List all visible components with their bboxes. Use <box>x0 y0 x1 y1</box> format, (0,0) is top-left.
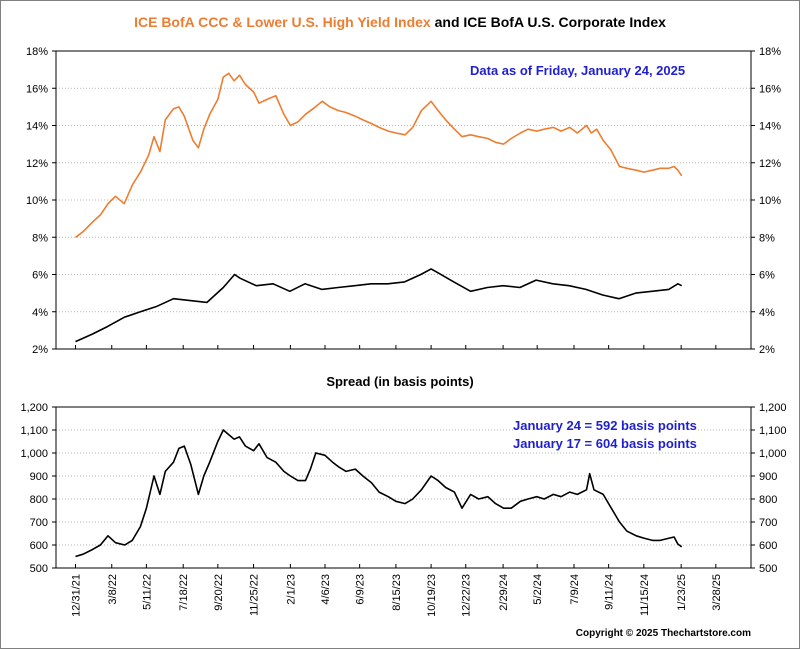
bottom-tick-label-left: 500 <box>30 563 48 575</box>
top-panel-grid <box>56 88 751 312</box>
x-tick-label: 3/28/25 <box>711 574 723 611</box>
copyright: Copyright © 2025 Thechartstore.com <box>576 628 751 639</box>
top-panel-axes: 2% 2% 4% 4% 6% 6% 8% 8% 10% 10% 12% 12% 14% 14% 16% 16%… <box>26 46 781 356</box>
bottom-tick-label-right: 1,000 <box>759 448 787 460</box>
bottom-tick-label-right: 700 <box>759 517 777 529</box>
bottom-tick-label-left: 1,200 <box>20 402 48 414</box>
x-tick-label: 10/19/23 <box>426 574 438 617</box>
top-panel-series <box>76 73 682 341</box>
x-tick-label: 2/1/23 <box>285 574 297 605</box>
top-tick-label-left: 16% <box>26 83 48 95</box>
corporate-index-line <box>76 269 682 342</box>
bottom-tick-label-right: 1,200 <box>759 402 787 414</box>
spread-note-jan-17: January 17 = 604 basis points <box>513 436 697 451</box>
top-tick-label-left: 8% <box>32 232 48 244</box>
x-tick-label: 7/9/24 <box>569 574 581 605</box>
x-tick-label: 5/11/22 <box>141 574 153 610</box>
x-tick-label: 3/8/22 <box>107 574 119 605</box>
top-tick-label-right: 18% <box>759 46 781 58</box>
bottom-tick-label-right: 500 <box>759 563 777 575</box>
top-tick-label-left: 6% <box>32 270 48 282</box>
x-tick-label: 9/11/24 <box>604 574 616 610</box>
bottom-tick-label-right: 800 <box>759 494 777 506</box>
x-tick-label: 8/15/23 <box>391 574 403 611</box>
top-tick-label-left: 10% <box>26 195 48 207</box>
title-corporate-index: and ICE BofA U.S. Corporate Index <box>435 14 666 30</box>
x-tick-label: 1/23/25 <box>676 574 688 611</box>
x-tick-label: 7/18/22 <box>178 574 190 611</box>
bottom-tick-label-left: 600 <box>30 540 48 552</box>
x-tick-label: 9/20/22 <box>213 574 225 611</box>
top-tick-label-right: 16% <box>759 83 781 95</box>
top-tick-label-right: 4% <box>759 307 775 319</box>
bottom-tick-label-left: 1,000 <box>20 448 48 460</box>
spread-title: Spread (in basis points) <box>1 374 799 389</box>
x-tick-label: 2/29/24 <box>498 574 510 611</box>
top-tick-label-left: 14% <box>26 121 48 133</box>
chart-canvas: 2% 2% 4% 4% 6% 6% 8% 8% 10% 10% 12% 12% 14% 14% 16% 16%… <box>1 1 799 648</box>
x-tick-label: 4/6/23 <box>320 574 332 605</box>
bottom-tick-label-left: 900 <box>30 471 48 483</box>
chart-title: ICE BofA CCC & Lower U.S. High Yield Ind… <box>1 14 799 30</box>
top-tick-label-left: 4% <box>32 307 48 319</box>
top-tick-label-right: 12% <box>759 158 781 170</box>
x-tick-label: 12/31/21 <box>70 574 82 617</box>
top-tick-label-right: 14% <box>759 121 781 133</box>
top-tick-label-right: 10% <box>759 195 781 207</box>
x-tick-label: 12/22/23 <box>461 574 473 617</box>
bottom-tick-label-left: 700 <box>30 517 48 529</box>
top-tick-label-left: 2% <box>32 344 48 356</box>
bottom-tick-label-right: 1,100 <box>759 425 787 437</box>
top-tick-label-right: 6% <box>759 270 775 282</box>
x-tick-label: 5/2/24 <box>532 574 544 605</box>
top-tick-label-right: 2% <box>759 344 775 356</box>
bottom-panel-axes: 500 500 600 600 700 700 800 800 900 900 1,000 1,000… <box>20 402 786 617</box>
top-tick-label-right: 8% <box>759 232 775 244</box>
bottom-tick-label-right: 600 <box>759 540 777 552</box>
title-ccc-index: ICE BofA CCC & Lower U.S. High Yield Ind… <box>134 14 431 30</box>
bottom-tick-label-right: 900 <box>759 471 777 483</box>
data-date-note: Data as of Friday, January 24, 2025 <box>470 63 685 78</box>
top-tick-label-left: 18% <box>26 46 48 58</box>
chart-frame: 2% 2% 4% 4% 6% 6% 8% 8% 10% 10% 12% 12% 14% 14% 16% 16%… <box>0 0 800 649</box>
top-tick-label-left: 12% <box>26 158 48 170</box>
bottom-tick-label-left: 800 <box>30 494 48 506</box>
x-tick-label: 6/9/23 <box>355 574 367 605</box>
x-tick-label: 11/15/24 <box>639 574 651 616</box>
ccc-index-line <box>76 73 682 237</box>
x-tick-label: 11/25/22 <box>249 574 261 616</box>
spread-note-jan-24: January 24 = 592 basis points <box>513 418 697 433</box>
bottom-tick-label-left: 1,100 <box>20 425 48 437</box>
